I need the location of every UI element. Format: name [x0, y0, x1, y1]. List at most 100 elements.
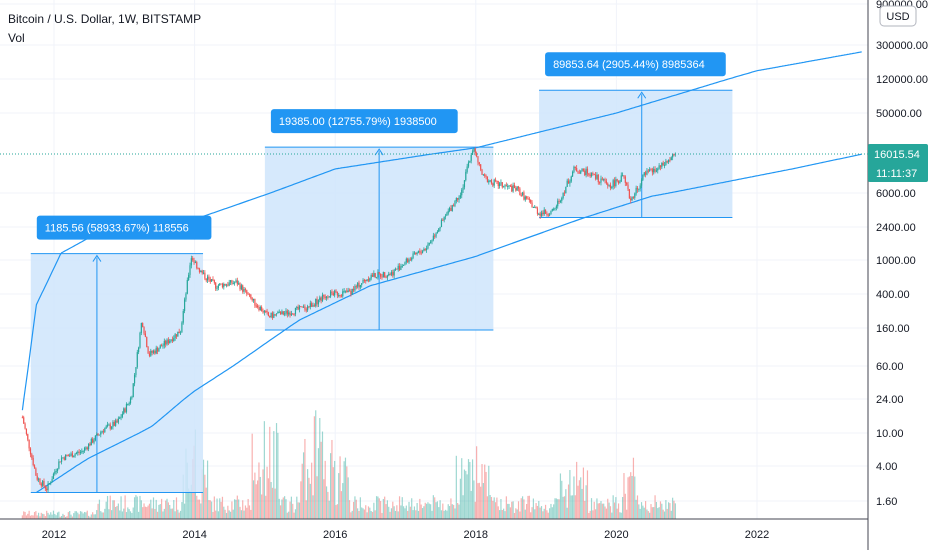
volume-bar [352, 501, 355, 519]
candle-body [321, 294, 324, 301]
volume-bar [523, 499, 525, 519]
price-tick-label[interactable]: 60.00 [876, 361, 904, 373]
candle-body [357, 282, 359, 287]
time-axis[interactable]: 2012 2014 2016 2018 2020 2022 [42, 529, 769, 541]
measurement-labels: 1185.56 (58933.67%) 118556 19385.00 (1275… [36, 52, 726, 240]
price-tick-label[interactable]: 50000.00 [876, 108, 922, 120]
price-tick-label[interactable]: 2400.00 [876, 222, 916, 234]
candle-body [104, 428, 106, 432]
candle-body [43, 480, 45, 486]
volume-bar [558, 499, 560, 519]
volume-bar [567, 484, 570, 519]
volume-bar [394, 510, 397, 519]
volume-bar [649, 512, 651, 519]
time-tick-label[interactable]: 2022 [745, 529, 769, 541]
volume-bar [277, 432, 279, 519]
volume-bar [190, 484, 192, 519]
volume-bar [151, 508, 153, 519]
volume-bar [175, 497, 178, 519]
price-tick-label[interactable]: 1000.00 [876, 255, 916, 267]
candle-body [308, 306, 310, 308]
volume-bar [639, 508, 641, 519]
price-tick-label[interactable]: 6000.00 [876, 188, 916, 200]
candle-body [46, 488, 48, 491]
volume-bar [361, 507, 363, 519]
price-tick-label[interactable]: 10.00 [876, 428, 904, 440]
volume-bar [619, 512, 621, 519]
volume-bar [40, 512, 42, 519]
volume-bar [431, 510, 433, 519]
volume-bar [50, 512, 52, 519]
candle-body [275, 313, 278, 315]
candle-body [67, 455, 69, 457]
volume-bar [392, 501, 394, 519]
volume-bar [559, 473, 562, 519]
candle-body [156, 347, 159, 352]
candle-body [189, 265, 191, 275]
volume-bar [267, 478, 270, 519]
volume-bar [611, 512, 613, 519]
candle-body [334, 290, 336, 296]
volume-bar [536, 505, 539, 519]
volume-bar [74, 511, 76, 519]
volume-bar [155, 499, 157, 519]
volume-bar [234, 499, 236, 519]
candle-body [673, 154, 675, 156]
arc-lower [36, 153, 862, 493]
volume-bar [623, 473, 625, 519]
measure-arrow-head [374, 148, 384, 156]
time-tick-label[interactable]: 2018 [464, 529, 488, 541]
price-tick-label[interactable]: 4.00 [876, 461, 897, 473]
volume-bar [617, 503, 620, 519]
price-tick-label[interactable]: 24.00 [876, 394, 904, 406]
volume-bar [362, 508, 364, 519]
volume-bar [171, 508, 174, 519]
price-tick-label[interactable]: 160.00 [876, 323, 910, 335]
candle-body [393, 269, 395, 276]
candle-body [44, 485, 46, 489]
volume-bar [442, 503, 444, 519]
price-tick-label[interactable]: 300000.00 [876, 40, 928, 52]
time-tick-label[interactable]: 2014 [182, 529, 206, 541]
candle-body [585, 168, 587, 176]
volume-bar [647, 511, 649, 519]
volume-bar [404, 508, 406, 519]
price-tick-label[interactable]: 120000.00 [876, 74, 928, 86]
time-tick-label[interactable]: 2012 [42, 529, 66, 541]
candle-body [227, 284, 229, 286]
usd-button[interactable]: USD [879, 5, 917, 27]
volume-bar [643, 507, 645, 519]
volume-bar [143, 503, 145, 519]
volume-bar [624, 493, 626, 519]
candle-body [307, 306, 309, 311]
time-tick-label[interactable]: 2016 [323, 529, 347, 541]
volume-bar [354, 496, 356, 519]
volume-bar [538, 500, 540, 519]
candle-body [181, 322, 183, 333]
candle-body [346, 290, 348, 293]
volume-bar [29, 515, 32, 519]
candle-body [542, 212, 544, 215]
candle-body [646, 170, 648, 175]
volume-bar [123, 508, 125, 519]
candle-body [438, 228, 440, 232]
volume-bar [256, 480, 259, 519]
volume-bar [48, 514, 51, 519]
volume-bar [105, 501, 107, 519]
price-axis[interactable]: 900000.00300000.00120000.0050000.006000.… [876, 0, 928, 508]
candle-body [424, 249, 426, 251]
volume-bar [589, 510, 591, 519]
volume-bar [279, 505, 282, 519]
candle-body [193, 260, 195, 263]
candle-body [480, 164, 482, 170]
candle-body [407, 258, 409, 263]
price-tick-label[interactable]: 400.00 [876, 289, 910, 301]
candle-body [473, 148, 475, 152]
volume-bar [236, 495, 238, 519]
volume-bar [198, 499, 201, 519]
price-tick-label[interactable]: 1.60 [876, 496, 897, 508]
volume-indicator-label[interactable]: Vol [8, 31, 25, 45]
volume-bar [21, 515, 23, 519]
candle-body [305, 309, 307, 311]
time-tick-label[interactable]: 2020 [604, 529, 628, 541]
